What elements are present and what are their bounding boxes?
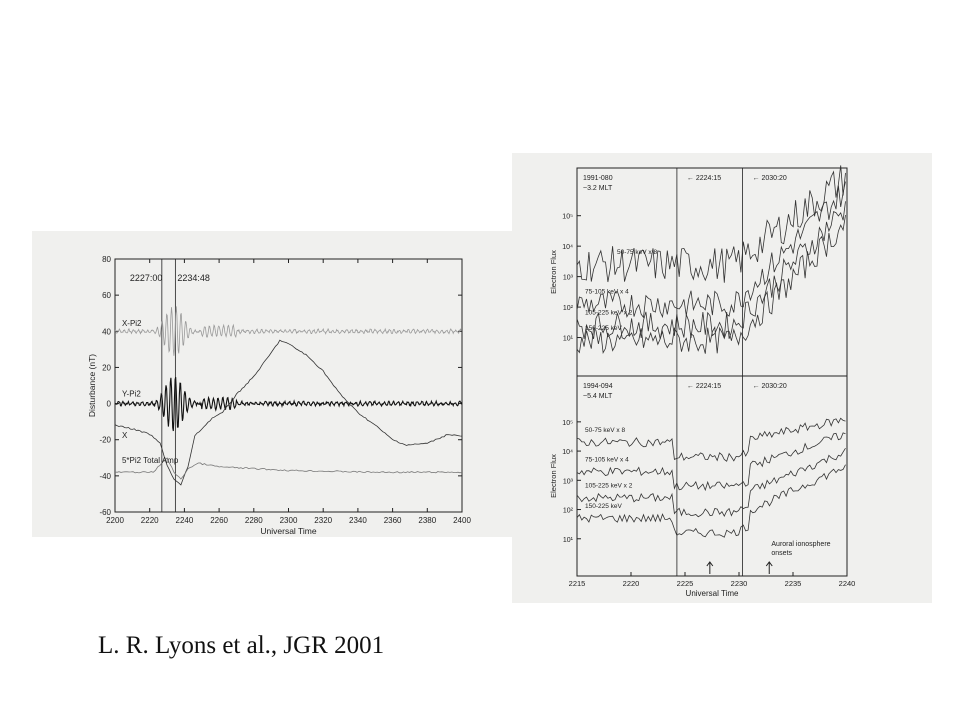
onset-arrow [765, 561, 773, 574]
x-tick-label: 2240 [176, 516, 194, 525]
x-axis-label: Universal Time [260, 526, 316, 536]
flux-series-label: 50-75 keV x 8 [585, 427, 625, 434]
y-tick-label: -40 [99, 472, 111, 481]
panel-info-id: 1994-094 [583, 383, 613, 390]
flux-series-label: 150-225 keV [585, 325, 623, 332]
series-line [114, 457, 463, 480]
y-tick-label: 10⁴ [562, 449, 573, 456]
series-line [114, 377, 463, 432]
x-tick-label: 2320 [314, 516, 332, 525]
y-tick-label: 10⁴ [562, 244, 573, 251]
flux-series-label: 150-225 keV [585, 503, 623, 510]
x-tick-label: 2225 [677, 579, 694, 588]
y-tick-label: 10² [563, 508, 574, 515]
y-tick-label: 10¹ [563, 336, 574, 343]
y-tick-label: 10⁵ [562, 420, 573, 427]
x-tick-label: 2280 [245, 516, 263, 525]
flux-series-line [576, 447, 846, 518]
flux-series-line [576, 432, 846, 492]
flux-series-label: 75-105 keV x 4 [585, 288, 629, 295]
x-tick-label: 2360 [384, 516, 402, 525]
flux-series-line [576, 181, 846, 319]
panel-info-id: 1991-080 [583, 175, 613, 182]
time-marker-label: ← 2224:15 [687, 175, 721, 182]
flux-series-label: 50-75 keV x 8 [617, 249, 657, 256]
y-tick-label: 40 [102, 327, 111, 336]
figure-caption: L. R. Lyons et al., JGR 2001 [98, 632, 385, 659]
panel-info-mlt: ~3.2 MLT [583, 185, 613, 192]
series-label: X-Pi2 [122, 319, 142, 328]
y-axis-label: Electron Flux [549, 454, 558, 498]
y-axis-label: Electron Flux [549, 250, 558, 294]
y-tick-label: 10² [563, 305, 574, 312]
disturbance-figure: 2200 2220 2240 2260 2280 2300 2320 2340 2360 2380… [32, 231, 512, 537]
y-tick-label: 10¹ [563, 537, 574, 544]
x-tick-label: 2240 [839, 579, 856, 588]
onset-arrow [706, 561, 714, 574]
y-tick-label: 20 [102, 363, 111, 372]
flux-series-line [576, 215, 846, 354]
flux-series-label: 105-225 keV x 2 [585, 310, 633, 317]
plot-frame [114, 258, 463, 513]
annotation-label: onsets [771, 550, 792, 557]
flux-series-line [576, 165, 846, 283]
x-tick-label: 2380 [418, 516, 436, 525]
x-tick-label: 2200 [106, 516, 124, 525]
x-axis-label: Universal Time [686, 589, 739, 598]
flux-panel-frame [576, 375, 848, 577]
y-tick-label: 60 [102, 291, 111, 300]
series-label: 5*Pi2 Total Amp [122, 456, 179, 465]
y-tick-label: 0 [107, 400, 112, 409]
x-tick-label: 2220 [623, 579, 640, 588]
x-tick-label: 2260 [210, 516, 228, 525]
y-tick-label: -60 [99, 508, 111, 517]
x-tick-label: 2230 [731, 579, 748, 588]
y-axis-label: Disturbance (nT) [87, 354, 97, 417]
time-marker-label: 2227:00 [130, 273, 163, 283]
annotation-label: Auroral ionosphere [771, 541, 830, 548]
series-line [114, 339, 463, 486]
flux-series-label: 105-225 keV x 2 [585, 483, 633, 490]
flux-series-line [576, 464, 846, 538]
electron-flux-figure: Electron Flux 10⁵ 10⁴ 10³ 10² 10¹ 1991-080 ~3.2… [512, 153, 932, 603]
flux-panel-frame [576, 167, 848, 377]
time-marker-label: ← 2224:15 [687, 383, 721, 390]
y-tick-label: -20 [99, 436, 111, 445]
x-tick-label: 2235 [785, 579, 802, 588]
y-tick-label: 10³ [563, 478, 574, 485]
flux-series-line [576, 417, 846, 462]
series-label: X [122, 431, 128, 440]
x-tick-label: 2340 [349, 516, 367, 525]
series-label: Y-Pi2 [122, 389, 141, 398]
flux-series-line [576, 201, 846, 340]
series-line [114, 306, 462, 356]
y-tick-label: 10⁵ [562, 214, 573, 221]
x-tick-label: 2220 [141, 516, 159, 525]
time-marker-label: ← 2030:20 [753, 175, 787, 182]
flux-series-label: 75-105 keV x 4 [585, 456, 629, 463]
y-tick-label: 80 [102, 255, 111, 264]
x-tick-label: 2215 [569, 579, 586, 588]
panel-info-mlt: ~5.4 MLT [583, 393, 613, 400]
electron-flux-chart: Electron Flux 10⁵ 10⁴ 10³ 10² 10¹ 1991-080 ~3.2… [549, 165, 856, 598]
disturbance-chart: 2200 2220 2240 2260 2280 2300 2320 2340 2360 2380… [87, 255, 471, 536]
time-marker-label: ← 2030:20 [753, 383, 787, 390]
y-tick-label: 10³ [563, 275, 574, 282]
x-tick-label: 2300 [280, 516, 298, 525]
x-tick-label: 2400 [453, 516, 471, 525]
time-marker-label: 2234:48 [177, 273, 210, 283]
